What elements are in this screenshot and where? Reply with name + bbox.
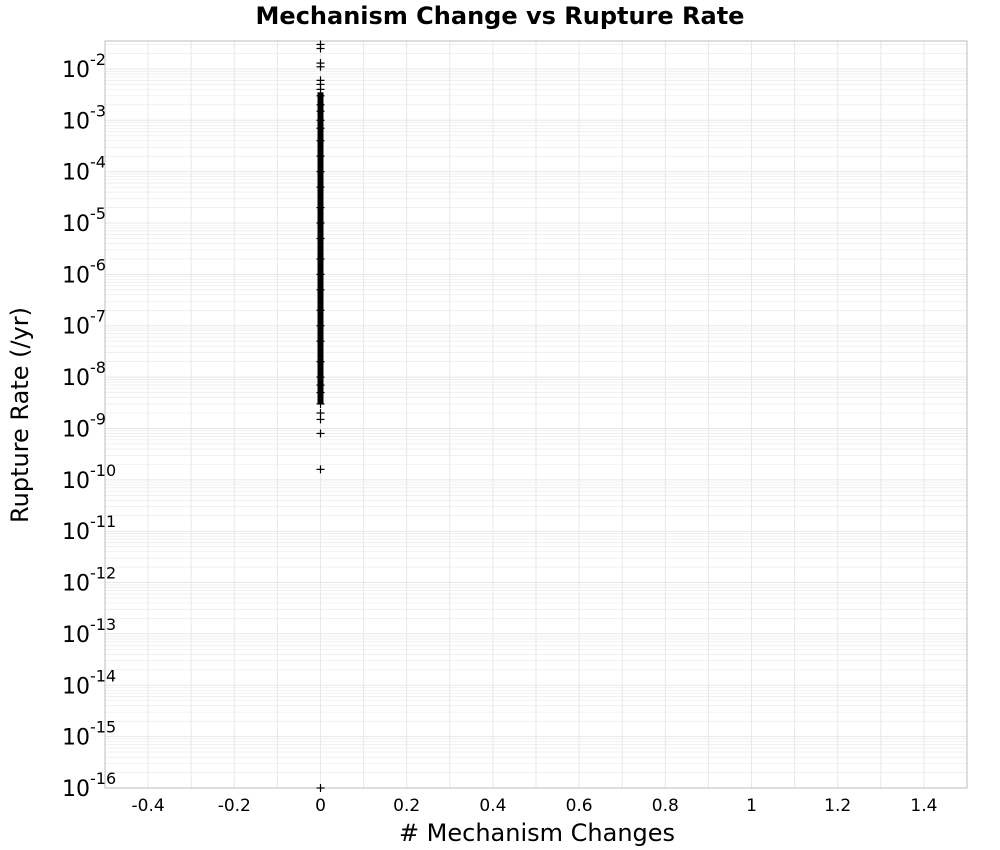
plot-frame <box>104 40 968 789</box>
data-point <box>316 429 325 438</box>
x-tick-label: 0.2 <box>393 796 420 816</box>
grid <box>104 41 968 789</box>
y-tick-label: 10-11 <box>62 512 116 545</box>
y-tick-label: 10-16 <box>62 769 116 802</box>
y-tick-label: 10-10 <box>62 461 116 494</box>
y-tick-label: 10-6 <box>62 255 106 288</box>
data-points <box>316 40 325 792</box>
y-tick-label: 10-9 <box>62 409 106 442</box>
y-tick-label: 10-8 <box>62 358 106 391</box>
x-tick-label: 0.8 <box>652 796 679 816</box>
chart-title: Mechanism Change vs Rupture Rate <box>256 2 745 30</box>
x-tick-label: 0.6 <box>566 796 593 816</box>
x-tick-label: -0.4 <box>132 796 165 816</box>
x-tick-label: 1.4 <box>910 796 937 816</box>
y-tick-label: 10-5 <box>62 204 106 237</box>
x-tick-labels: -0.4 -0.2 0 0.2 0.4 0.6 0.8 1 1.2 1.4 <box>132 796 938 816</box>
x-tick-label: 0 <box>315 796 326 816</box>
y-tick-label: 10-12 <box>62 564 116 597</box>
y-tick-label: 10-7 <box>62 307 106 340</box>
y-tick-label: 10-3 <box>62 101 106 134</box>
y-axis-label: Rupture Rate (/yr) <box>6 307 34 523</box>
x-tick-label: 0.4 <box>479 796 506 816</box>
data-point <box>316 62 325 71</box>
data-point <box>316 784 325 792</box>
x-tick-label: 1.2 <box>824 796 851 816</box>
dense-point-band <box>317 92 324 404</box>
y-tick-label: 10-14 <box>62 666 116 699</box>
y-tick-labels: 10-2 10-3 10-4 10-5 10-6 10-7 10-8 10-9 10-10 10-… <box>62 50 116 802</box>
x-tick-label: -0.2 <box>218 796 251 816</box>
x-tick-label: 1 <box>746 796 757 816</box>
data-point <box>316 465 325 474</box>
data-point <box>316 44 325 53</box>
data-point <box>316 415 325 424</box>
x-axis-label: # Mechanism Changes <box>399 819 675 847</box>
y-tick-label: 10-4 <box>62 153 106 186</box>
y-tick-label: 10-2 <box>62 50 106 83</box>
y-tick-label: 10-15 <box>62 718 116 751</box>
y-tick-label: 10-13 <box>62 615 116 648</box>
